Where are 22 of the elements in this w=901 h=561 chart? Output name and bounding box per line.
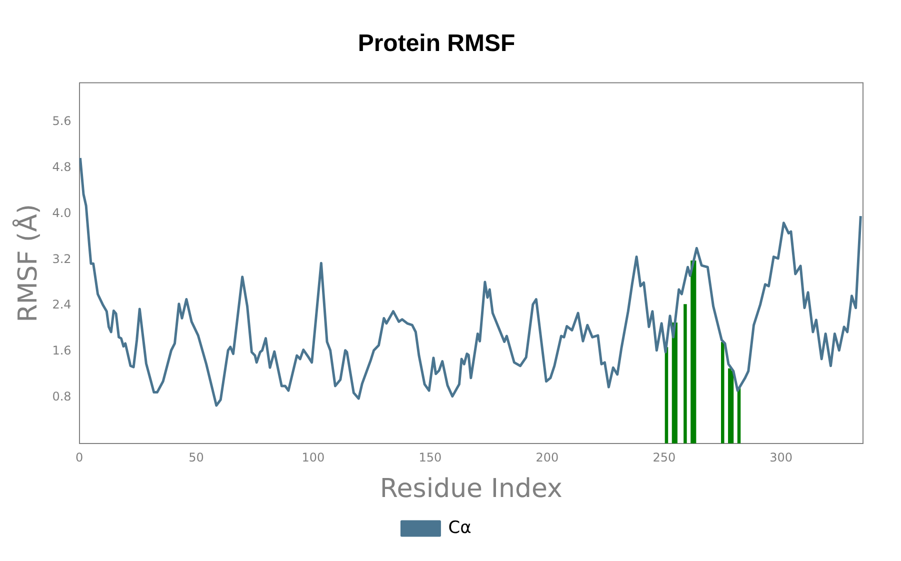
legend-label: Cα [448, 518, 472, 538]
x-axis-title: Residue Index [380, 474, 562, 504]
bar [674, 322, 678, 444]
x-tick-label: 50 [188, 450, 204, 465]
y-tick-label: 1.6 [52, 344, 72, 358]
y-tick-label: 4.8 [52, 160, 72, 174]
x-tick-label: 200 [536, 450, 559, 465]
y-tick-label: 2.4 [52, 298, 72, 312]
y-tick-label: 0.8 [52, 390, 72, 404]
y-tick-label: 4.0 [52, 206, 72, 220]
x-tick-label: 300 [770, 450, 793, 465]
bar [692, 260, 696, 444]
y-axis-title: RMSF (Å) [11, 204, 44, 322]
y-tick-label: 5.6 [52, 114, 72, 128]
bar [721, 342, 724, 444]
x-tick-label: 100 [302, 450, 325, 465]
x-tick-label: 250 [652, 450, 676, 465]
y-tick-label: 3.2 [52, 252, 72, 266]
chart-title: Protein RMSF [358, 30, 516, 58]
x-tick-label: 0 [75, 450, 84, 465]
bar [684, 304, 687, 444]
x-tick-label: 150 [418, 450, 442, 465]
